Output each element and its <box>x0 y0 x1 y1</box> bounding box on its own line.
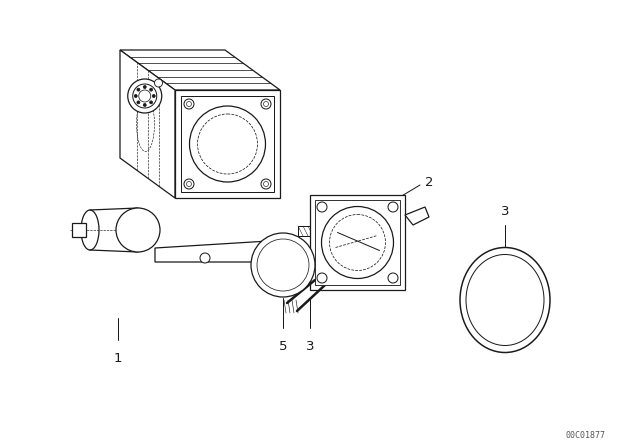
Circle shape <box>321 207 394 279</box>
Circle shape <box>132 84 157 108</box>
Bar <box>298 226 398 236</box>
Circle shape <box>137 88 140 91</box>
Ellipse shape <box>136 96 154 151</box>
Circle shape <box>116 208 160 252</box>
Circle shape <box>388 202 398 212</box>
Circle shape <box>261 248 269 256</box>
Circle shape <box>186 102 191 107</box>
Text: 00C01877: 00C01877 <box>565 431 605 439</box>
Circle shape <box>134 95 137 98</box>
Circle shape <box>198 114 257 174</box>
Text: 3: 3 <box>500 205 509 218</box>
Circle shape <box>251 233 315 297</box>
Circle shape <box>186 181 191 186</box>
Bar <box>175 90 280 198</box>
Polygon shape <box>155 240 285 262</box>
Circle shape <box>257 239 309 291</box>
Circle shape <box>200 253 210 263</box>
Polygon shape <box>120 50 280 90</box>
Bar <box>315 200 400 285</box>
Circle shape <box>261 99 271 109</box>
Circle shape <box>139 90 151 102</box>
Circle shape <box>388 273 398 283</box>
Ellipse shape <box>81 210 99 250</box>
Polygon shape <box>120 50 175 198</box>
Circle shape <box>184 99 194 109</box>
Text: 4: 4 <box>374 198 382 211</box>
Circle shape <box>143 103 147 107</box>
Ellipse shape <box>466 254 544 345</box>
Circle shape <box>128 79 162 113</box>
Circle shape <box>154 79 163 87</box>
Circle shape <box>184 179 194 189</box>
Circle shape <box>317 202 327 212</box>
Circle shape <box>152 95 156 98</box>
Circle shape <box>261 179 271 189</box>
Circle shape <box>189 106 266 182</box>
Polygon shape <box>405 207 429 225</box>
Circle shape <box>150 88 152 91</box>
Text: 5: 5 <box>279 340 287 353</box>
Circle shape <box>137 101 140 104</box>
Circle shape <box>317 273 327 283</box>
Circle shape <box>264 181 269 186</box>
Ellipse shape <box>460 247 550 353</box>
Text: 2: 2 <box>425 177 433 190</box>
Bar <box>310 195 405 290</box>
Bar <box>72 223 86 237</box>
Text: 1: 1 <box>114 352 122 365</box>
Circle shape <box>150 101 152 104</box>
Circle shape <box>143 86 147 89</box>
Circle shape <box>330 215 385 271</box>
Circle shape <box>264 102 269 107</box>
Text: 3: 3 <box>306 340 314 353</box>
Bar <box>181 96 274 192</box>
